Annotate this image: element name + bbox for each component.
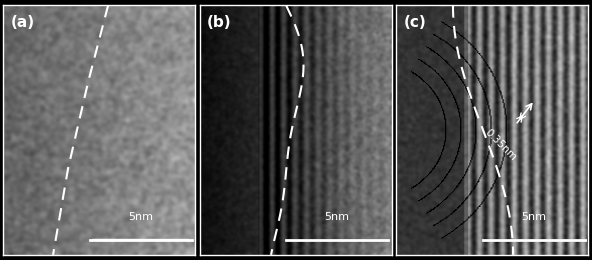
- Text: 5nm: 5nm: [128, 212, 153, 222]
- Text: 0.35nm: 0.35nm: [482, 127, 518, 162]
- Text: (c): (c): [404, 15, 426, 30]
- Text: (b): (b): [207, 15, 232, 30]
- Text: (a): (a): [11, 15, 35, 30]
- Text: 5nm: 5nm: [324, 212, 349, 222]
- Text: 5nm: 5nm: [521, 212, 546, 222]
